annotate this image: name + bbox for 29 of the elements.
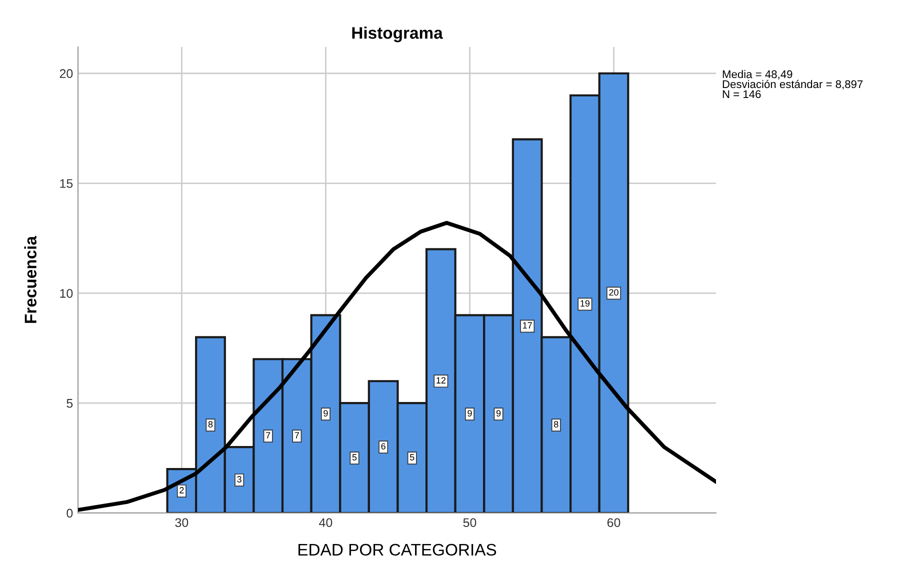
- data-label: 8: [208, 421, 213, 428]
- y-tick-label: 10: [60, 288, 73, 298]
- y-tick-label: 15: [60, 179, 73, 188]
- data-label: 7: [266, 432, 270, 438]
- y-tick-label: 0: [66, 508, 73, 518]
- text: Media = 48,49 Desviación estándar = 8,897 N = 146: [722, 70, 863, 98]
- chart-title: Histograma: [352, 26, 443, 42]
- data-label: 20: [609, 289, 618, 296]
- x-tick-label: 60: [607, 518, 620, 528]
- y-tick-label: 20: [60, 69, 73, 78]
- data-label: 8: [554, 421, 558, 428]
- y-tick-label: 5: [66, 399, 73, 408]
- data-label: 7: [294, 432, 299, 438]
- data-label: 17: [523, 322, 532, 328]
- data-label: 5: [352, 454, 357, 460]
- y-axis-title: Frecuencia: [24, 236, 36, 323]
- data-label: 9: [324, 410, 328, 417]
- x-axis-title: EDAD POR CATEGORIAS: [298, 544, 496, 556]
- data-label: 5: [410, 454, 414, 460]
- x-tick-label: 50: [463, 518, 476, 528]
- data-label: 6: [381, 443, 386, 450]
- data-label: 2: [180, 487, 184, 494]
- data-label: 12: [436, 377, 446, 384]
- data-label: 3: [237, 476, 242, 482]
- x-tick-label: 30: [175, 518, 188, 528]
- data-label: 9: [468, 410, 472, 417]
- data-label: 9: [496, 410, 501, 417]
- x-tick-label: 40: [319, 518, 332, 528]
- data-label: 19: [580, 300, 590, 307]
